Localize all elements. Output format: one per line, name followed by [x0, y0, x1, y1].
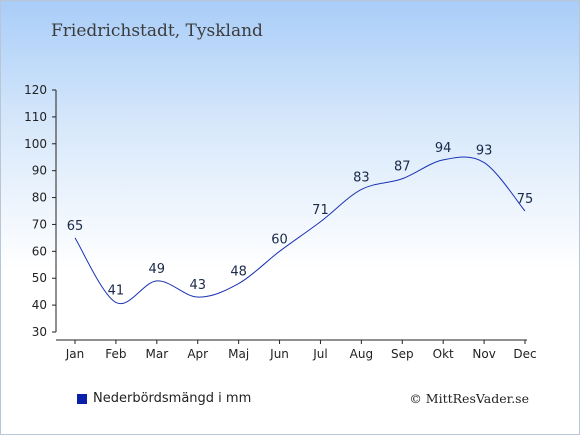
data-label: 60 — [271, 232, 288, 247]
data-label: 48 — [230, 265, 247, 280]
data-label: 75 — [517, 192, 534, 207]
data-label: 43 — [189, 278, 206, 293]
x-tick-label: Jan — [65, 347, 85, 361]
y-tick-label: 70 — [32, 217, 47, 231]
y-tick-label: 60 — [32, 244, 47, 258]
y-tick-label: 30 — [32, 325, 47, 339]
x-tick-label: Jul — [312, 347, 327, 361]
y-tick-label: 90 — [32, 164, 47, 178]
x-tick-label: Mar — [145, 347, 168, 361]
data-label: 87 — [394, 160, 411, 175]
data-label: 65 — [67, 219, 84, 234]
x-tick-label: Nov — [472, 347, 495, 361]
legend-label: Nederbördsmängd i mm — [93, 391, 252, 406]
copyright-text: © MittResVader.se — [409, 391, 529, 406]
y-tick-label: 40 — [32, 298, 47, 312]
legend-swatch — [77, 393, 87, 404]
data-label: 93 — [476, 144, 493, 159]
y-tick-label: 50 — [32, 271, 47, 285]
data-label: 49 — [149, 262, 166, 277]
legend: Nederbördsmängd i mm — [77, 391, 251, 406]
y-tick-label: 80 — [32, 191, 47, 205]
y-tick-label: 120 — [24, 83, 47, 97]
data-label: 71 — [312, 203, 329, 218]
x-tick-label: Dec — [513, 347, 536, 361]
x-tick-label: Apr — [187, 347, 208, 361]
series-line — [74, 156, 526, 305]
y-tick-label: 110 — [24, 110, 47, 124]
y-tick-label: 100 — [24, 137, 47, 151]
x-tick-label: Jun — [269, 347, 289, 361]
x-tick-label: Okt — [433, 347, 454, 361]
x-tick-label: Sep — [391, 347, 414, 361]
x-tick-label: Feb — [105, 347, 126, 361]
x-tick-label: Aug — [350, 347, 373, 361]
chart-title: Friedrichstadt, Tyskland — [51, 21, 263, 41]
data-label: 83 — [353, 170, 370, 185]
data-label: 94 — [435, 141, 452, 156]
x-tick-label: Maj — [228, 347, 249, 361]
data-label: 41 — [108, 283, 125, 298]
